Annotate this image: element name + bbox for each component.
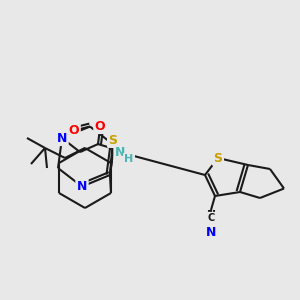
- Text: S: S: [109, 134, 118, 146]
- Text: N: N: [206, 226, 216, 238]
- Text: N: N: [57, 132, 67, 145]
- Text: H: H: [124, 154, 134, 164]
- Text: O: O: [95, 120, 105, 133]
- Text: O: O: [69, 124, 79, 137]
- Text: C: C: [207, 213, 214, 223]
- Text: N: N: [115, 146, 125, 159]
- Text: S: S: [214, 152, 223, 164]
- Text: N: N: [77, 180, 87, 193]
